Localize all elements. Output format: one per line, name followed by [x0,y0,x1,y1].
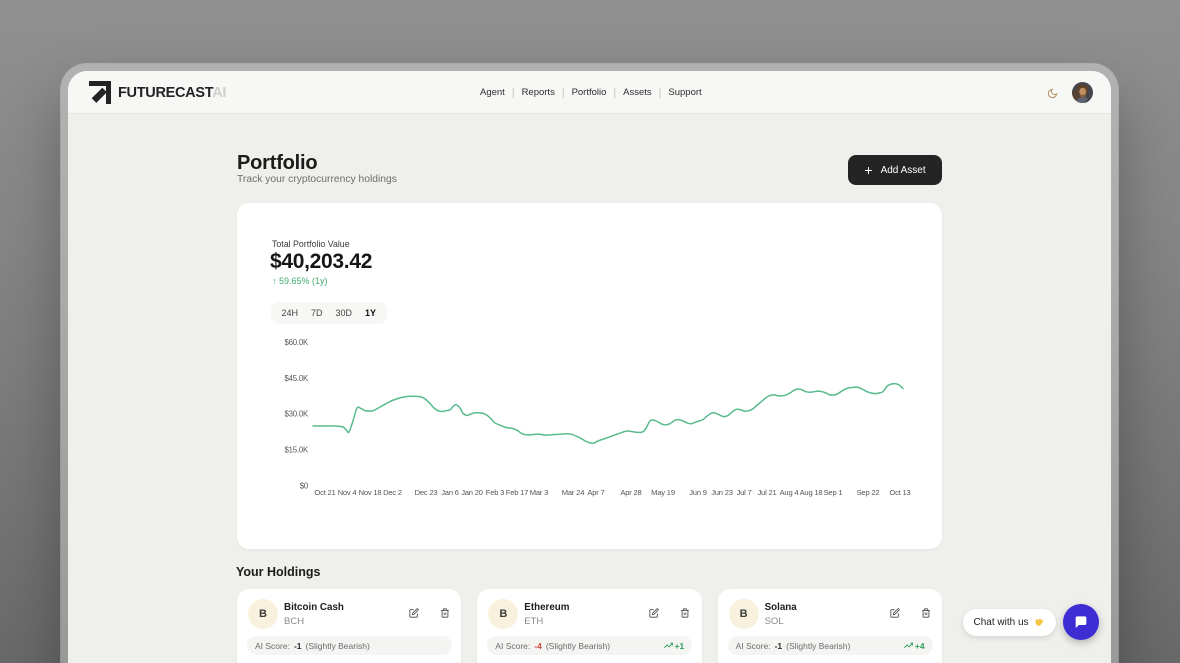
svg-text:Jan 6: Jan 6 [441,488,459,497]
svg-text:Feb 17: Feb 17 [506,488,528,497]
svg-text:Nov 18: Nov 18 [359,488,382,497]
svg-text:Dec 2: Dec 2 [383,488,402,497]
svg-text:Dec 23: Dec 23 [415,488,438,497]
svg-text:May 19: May 19 [651,488,675,497]
svg-text:Jun 23: Jun 23 [711,488,733,497]
svg-text:Mar 3: Mar 3 [530,488,548,497]
svg-text:Nov 4: Nov 4 [338,488,357,497]
svg-text:Jul 21: Jul 21 [757,488,776,497]
svg-text:Mar 24: Mar 24 [562,488,584,497]
svg-text:Aug 18: Aug 18 [800,488,823,497]
svg-text:$60.0K: $60.0K [284,338,309,347]
svg-text:$0: $0 [300,482,309,491]
svg-text:Apr 7: Apr 7 [587,488,604,497]
svg-text:$30.0K: $30.0K [284,410,309,419]
svg-text:Aug 4: Aug 4 [780,488,799,497]
svg-text:Jan 20: Jan 20 [461,488,483,497]
svg-text:Feb 3: Feb 3 [486,488,504,497]
svg-text:Oct 21: Oct 21 [314,488,335,497]
svg-text:$15.0K: $15.0K [284,446,309,455]
svg-text:Apr 28: Apr 28 [620,488,641,497]
svg-text:Jun 9: Jun 9 [689,488,707,497]
svg-text:Oct 13: Oct 13 [889,488,910,497]
svg-text:Sep 22: Sep 22 [857,488,880,497]
svg-text:Sep 1: Sep 1 [824,488,843,497]
svg-text:Jul 7: Jul 7 [736,488,751,497]
svg-text:$45.0K: $45.0K [284,374,309,383]
